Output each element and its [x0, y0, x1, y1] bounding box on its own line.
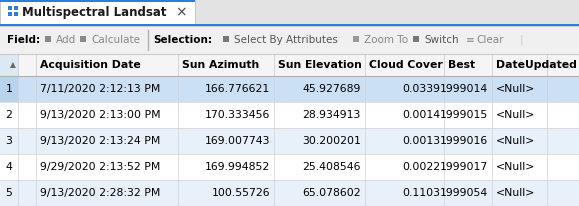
Text: 170.333456: 170.333456 [204, 110, 270, 120]
Text: <Null>: <Null> [496, 162, 536, 172]
Text: 1999014: 1999014 [439, 84, 488, 94]
Text: 169.007743: 169.007743 [204, 136, 270, 146]
Bar [226, 39, 229, 42]
Bar [0, 180, 18, 206]
Text: 9/13/2020 2:28:32 PM: 9/13/2020 2:28:32 PM [40, 188, 160, 198]
Text: 0.1103: 0.1103 [402, 188, 440, 198]
Bar [83, 36, 86, 39]
Text: Field:: Field: [7, 35, 40, 45]
Text: Clear: Clear [476, 35, 504, 45]
Text: ×: × [175, 5, 187, 19]
Bar [45, 36, 48, 39]
Bar [0, 0, 579, 26]
Text: Select By Attributes: Select By Attributes [234, 35, 338, 45]
Text: 7/11/2020 2:12:13 PM: 7/11/2020 2:12:13 PM [40, 84, 160, 94]
Text: 166.776621: 166.776621 [205, 84, 270, 94]
Bar [0, 0, 195, 2]
Bar [0, 128, 18, 154]
Bar [0, 102, 579, 128]
Bar [0, 54, 579, 76]
Bar [0, 128, 579, 154]
Text: 1: 1 [6, 84, 12, 94]
Bar [0, 26, 579, 54]
Bar [0, 54, 18, 76]
Bar [223, 36, 226, 39]
Bar [0, 180, 579, 206]
Bar [416, 36, 419, 39]
Text: 30.200201: 30.200201 [302, 136, 361, 146]
Text: 169.994852: 169.994852 [205, 162, 270, 172]
Text: Multispectral Landsat: Multispectral Landsat [22, 6, 167, 19]
Text: Add: Add [56, 35, 76, 45]
Text: 25.408546: 25.408546 [302, 162, 361, 172]
Text: <Null>: <Null> [496, 188, 536, 198]
Bar [413, 39, 416, 42]
Bar [0, 0, 195, 24]
Text: 65.078602: 65.078602 [302, 188, 361, 198]
Text: 28.934913: 28.934913 [303, 110, 361, 120]
Text: 0.0014: 0.0014 [402, 110, 440, 120]
Bar [0, 24, 579, 26]
Text: DateUpdated: DateUpdated [496, 60, 577, 70]
Text: 4: 4 [6, 162, 12, 172]
Bar [80, 39, 83, 42]
Text: 1999017: 1999017 [439, 162, 488, 172]
Text: Cloud Cover: Cloud Cover [369, 60, 443, 70]
Bar [356, 39, 359, 42]
Text: Zoom To: Zoom To [364, 35, 408, 45]
Text: 9/13/2020 2:13:24 PM: 9/13/2020 2:13:24 PM [40, 136, 160, 146]
Bar [0, 154, 18, 180]
Bar [18, 54, 36, 76]
Text: Switch: Switch [424, 35, 459, 45]
Bar [0, 154, 579, 180]
Text: ≡: ≡ [466, 35, 475, 45]
Bar [14, 12, 18, 16]
Text: |: | [520, 35, 523, 45]
Bar [353, 36, 356, 39]
Text: 9/13/2020 2:13:00 PM: 9/13/2020 2:13:00 PM [40, 110, 160, 120]
Text: Sun Elevation: Sun Elevation [278, 60, 362, 70]
Text: <Null>: <Null> [496, 136, 536, 146]
Text: 0.0339: 0.0339 [402, 84, 440, 94]
Bar [0, 102, 18, 128]
Text: 45.927689: 45.927689 [303, 84, 361, 94]
Bar [413, 36, 416, 39]
Bar [353, 39, 356, 42]
Text: 0.0013: 0.0013 [402, 136, 440, 146]
Bar [8, 12, 12, 16]
Bar [0, 76, 18, 102]
Bar [45, 39, 48, 42]
Text: Sun Azimuth: Sun Azimuth [182, 60, 259, 70]
Text: ▲: ▲ [10, 61, 16, 69]
Bar [416, 39, 419, 42]
Text: 100.55726: 100.55726 [211, 188, 270, 198]
Text: 1999054: 1999054 [439, 188, 488, 198]
Text: 1999015: 1999015 [439, 110, 488, 120]
Text: 2: 2 [6, 110, 12, 120]
Bar [47, 39, 51, 42]
Text: <Null>: <Null> [496, 110, 536, 120]
Text: 3: 3 [6, 136, 12, 146]
Bar [47, 36, 51, 39]
Text: 9/29/2020 2:13:52 PM: 9/29/2020 2:13:52 PM [40, 162, 160, 172]
Text: 5: 5 [6, 188, 12, 198]
Text: Best: Best [448, 60, 475, 70]
Bar [0, 76, 579, 102]
Bar [226, 36, 229, 39]
Text: Selection:: Selection: [153, 35, 212, 45]
Bar [83, 39, 86, 42]
Bar [223, 39, 226, 42]
Bar [14, 6, 18, 10]
Bar [8, 6, 12, 10]
Text: Acquisition Date: Acquisition Date [40, 60, 141, 70]
Text: 1999016: 1999016 [439, 136, 488, 146]
Text: <Null>: <Null> [496, 84, 536, 94]
Bar [80, 36, 83, 39]
Bar [356, 36, 359, 39]
Text: Calculate: Calculate [91, 35, 140, 45]
Text: 0.0022: 0.0022 [402, 162, 440, 172]
